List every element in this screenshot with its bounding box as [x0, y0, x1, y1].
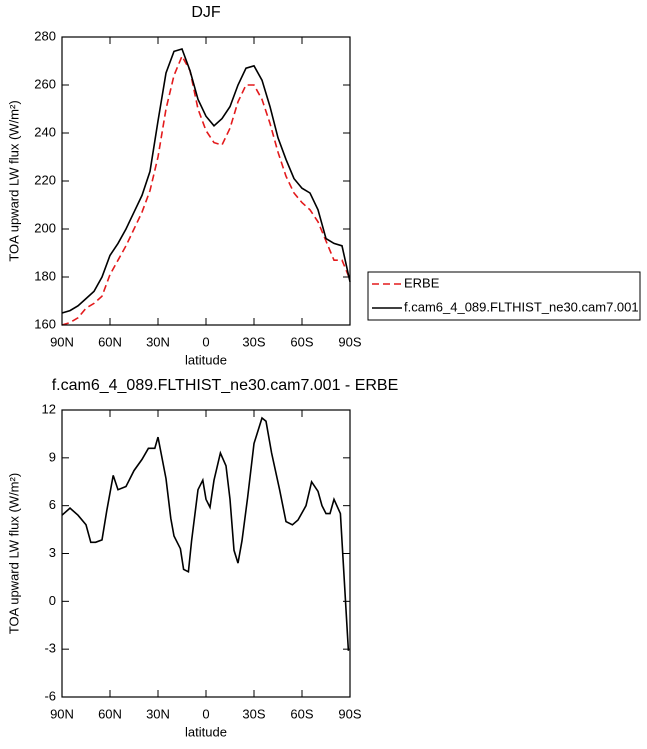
y-axis-label: TOA upward LW flux (W/m²): [6, 473, 21, 634]
x-tick-label: 60N: [98, 334, 122, 349]
y-tick-label: 12: [42, 401, 56, 416]
x-tick-label: 90N: [50, 334, 74, 349]
y-tick-label: 240: [34, 124, 56, 139]
y-tick-label: 3: [49, 545, 56, 560]
data-line: [61, 416, 350, 651]
x-tick-label: 30N: [146, 706, 170, 721]
x-tick-label: 30S: [242, 706, 265, 721]
x-axis-label: latitude: [185, 724, 227, 739]
x-tick-label: 60N: [98, 706, 122, 721]
y-axis-label: TOA upward LW flux (W/m²): [6, 100, 21, 261]
legend-box: [367, 271, 641, 321]
data-line: [61, 54, 351, 326]
y-tick-label: -3: [44, 641, 56, 656]
data-line: [61, 48, 351, 314]
y-tick-label: 280: [34, 28, 56, 43]
x-tick-label: 90S: [338, 706, 361, 721]
y-tick-label: 260: [34, 76, 56, 91]
y-tick-label: -6: [44, 688, 56, 703]
legend-label: ERBE: [404, 275, 440, 290]
y-tick-label: 6: [49, 497, 56, 512]
y-tick-label: 180: [34, 268, 56, 283]
y-tick-label: 0: [49, 593, 56, 608]
chart-title: DJF: [191, 4, 221, 21]
x-tick-label: 90S: [338, 334, 361, 349]
y-tick-label: 9: [49, 449, 56, 464]
plot-frame: [61, 409, 351, 698]
plot-frame: [61, 36, 351, 326]
x-tick-label: 0: [202, 706, 209, 721]
x-tick-label: 60S: [290, 334, 313, 349]
legend-label: f.cam6_4_089.FLTHIST_ne30.cam7.001: [404, 299, 639, 314]
chart-title: f.cam6_4_089.FLTHIST_ne30.cam7.001 - ERB…: [52, 377, 399, 394]
x-tick-label: 30N: [146, 334, 170, 349]
x-tick-label: 90N: [50, 706, 74, 721]
x-tick-label: 0: [202, 334, 209, 349]
x-tick-label: 30S: [242, 334, 265, 349]
y-tick-label: 200: [34, 220, 56, 235]
y-tick-label: 220: [34, 172, 56, 187]
y-tick-label: 160: [34, 316, 56, 331]
x-axis-label: latitude: [185, 352, 227, 367]
x-tick-label: 60S: [290, 706, 313, 721]
